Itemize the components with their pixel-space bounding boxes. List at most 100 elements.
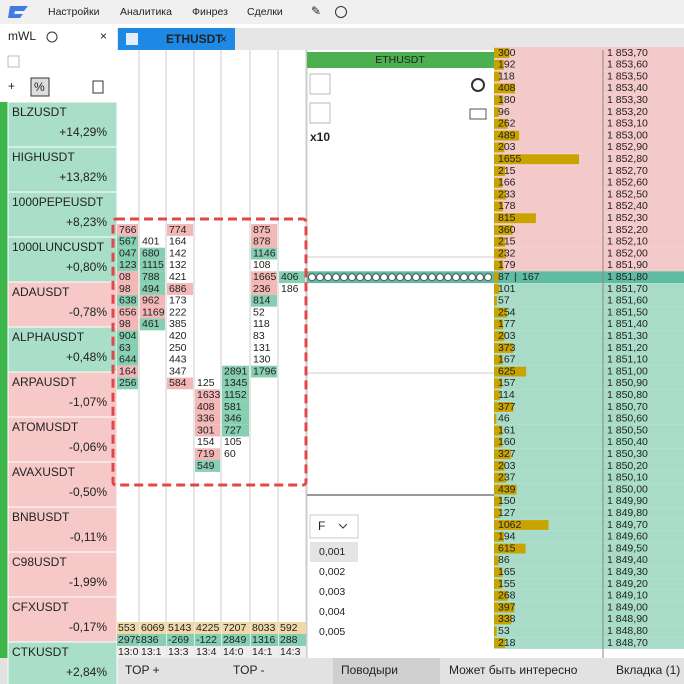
help-icon[interactable] (335, 6, 347, 18)
percent-icon[interactable]: % (34, 80, 45, 94)
cluster-cell (195, 448, 220, 461)
cluster-value: 719 (197, 448, 215, 460)
watchlist-row[interactable] (7, 641, 118, 684)
book-volume: 218 (498, 637, 516, 649)
book-row (494, 613, 684, 626)
price: 1 851,20 (607, 342, 648, 354)
tab[interactable] (118, 28, 235, 50)
book-row (494, 235, 684, 248)
stat-value: 288 (280, 634, 298, 646)
footer-tab[interactable]: Поводыри (341, 663, 398, 677)
help-icon[interactable] (46, 31, 58, 43)
price: 1 850,20 (607, 460, 648, 472)
book-row (494, 483, 684, 496)
cluster-value: 656 (119, 306, 137, 318)
cluster-value: 644 (119, 354, 137, 366)
close-icon[interactable]: × (100, 29, 107, 43)
change: +13,82% (59, 170, 107, 184)
book-volume: 327 (498, 448, 516, 460)
cluster-cell (167, 283, 193, 295)
price: 1 852,80 (607, 153, 648, 165)
precision-option[interactable]: 0,001 (319, 546, 345, 558)
precision-option[interactable]: 0,003 (319, 586, 345, 598)
settings-icon[interactable] (471, 78, 485, 92)
stat-cell (279, 634, 306, 646)
watchlist-row[interactable] (7, 191, 118, 238)
menu-item[interactable]: Сделки (247, 6, 283, 18)
watchlist-row[interactable] (7, 281, 118, 328)
cluster-value: 727 (224, 424, 242, 436)
keyboard-icon[interactable] (469, 108, 487, 120)
volume-bar (494, 508, 501, 519)
cluster-value: 774 (169, 224, 187, 236)
book-row (494, 625, 684, 638)
precision-option[interactable]: 0,005 (319, 626, 345, 638)
pin-icon[interactable]: ✎ (311, 4, 321, 18)
trade-dot (356, 273, 364, 282)
stat-cell (195, 646, 221, 658)
add-icon[interactable]: + (8, 79, 15, 93)
book-volume: 166 (498, 177, 516, 189)
footer-tab[interactable]: TOP + (125, 663, 160, 677)
cluster-value: 567 (119, 236, 137, 248)
menu-item[interactable]: Настройки (48, 6, 100, 18)
checkbox[interactable] (7, 55, 20, 68)
cluster-cell (117, 283, 138, 295)
price: 1 851,60 (607, 295, 648, 307)
book-row (494, 389, 684, 402)
book-volume: 377 (498, 401, 516, 413)
book-volume: 1655 (498, 153, 522, 165)
tool-button[interactable] (309, 102, 331, 124)
book-volume: 194 (498, 531, 516, 543)
precision-option[interactable]: 0,002 (319, 566, 345, 578)
cluster-value: 1146 (253, 247, 276, 259)
chart-title: ETHUSDT (375, 54, 425, 66)
trade-dot (460, 273, 468, 282)
footer-tab[interactable]: Вкладка (1) (616, 663, 680, 677)
cluster-cell (195, 424, 220, 437)
volume-bar (494, 118, 508, 129)
watchlist-row[interactable] (7, 461, 118, 508)
cluster-value: 63 (119, 342, 131, 354)
menu-item[interactable]: Финрез (192, 6, 228, 18)
cluster-value: 421 (169, 271, 187, 283)
book-volume: 167 (522, 271, 540, 283)
watchlist-row[interactable] (7, 101, 118, 148)
book-row (494, 212, 684, 225)
cluster-cell (140, 294, 165, 307)
stat-value: 8033 (252, 622, 276, 634)
precision-mode[interactable]: F (318, 519, 325, 533)
stat-value: -269 (168, 634, 189, 646)
cluster-cell (117, 247, 138, 260)
stat-value: 6069 (141, 622, 165, 634)
active-footer-tab (333, 658, 440, 684)
watchlist-row[interactable] (7, 596, 118, 643)
tool-button[interactable] (309, 73, 331, 95)
dropdown[interactable] (309, 514, 359, 539)
stat-cell (251, 622, 278, 634)
volume-bar (494, 425, 503, 436)
volume-bar (494, 295, 497, 306)
tab-close[interactable]: × (220, 32, 227, 46)
book-row (494, 460, 684, 472)
cluster-value: 131 (253, 342, 271, 354)
trade-dot (332, 273, 340, 282)
volume-bar (494, 319, 504, 330)
menu-bar (0, 0, 684, 24)
menu-item[interactable]: Аналитика (120, 6, 172, 18)
logo[interactable] (8, 6, 28, 18)
delete-icon[interactable] (92, 80, 104, 94)
watchlist-row[interactable] (7, 416, 118, 463)
watchlist-row[interactable] (7, 506, 118, 553)
footer-tab[interactable]: Может быть интересно (449, 663, 578, 677)
tab-title[interactable]: ETHUSDT (166, 32, 223, 46)
stat-cell (222, 634, 250, 646)
watchlist-row[interactable] (7, 371, 118, 418)
book-row (494, 141, 684, 154)
symbol: ALPHAUSDT (12, 330, 85, 344)
footer-tab[interactable]: TOP - (233, 663, 265, 677)
watchlist-row[interactable] (7, 146, 118, 193)
percent-toggle[interactable] (30, 77, 50, 97)
watchlist-row[interactable] (7, 551, 118, 598)
precision-option[interactable]: 0,004 (319, 606, 345, 618)
